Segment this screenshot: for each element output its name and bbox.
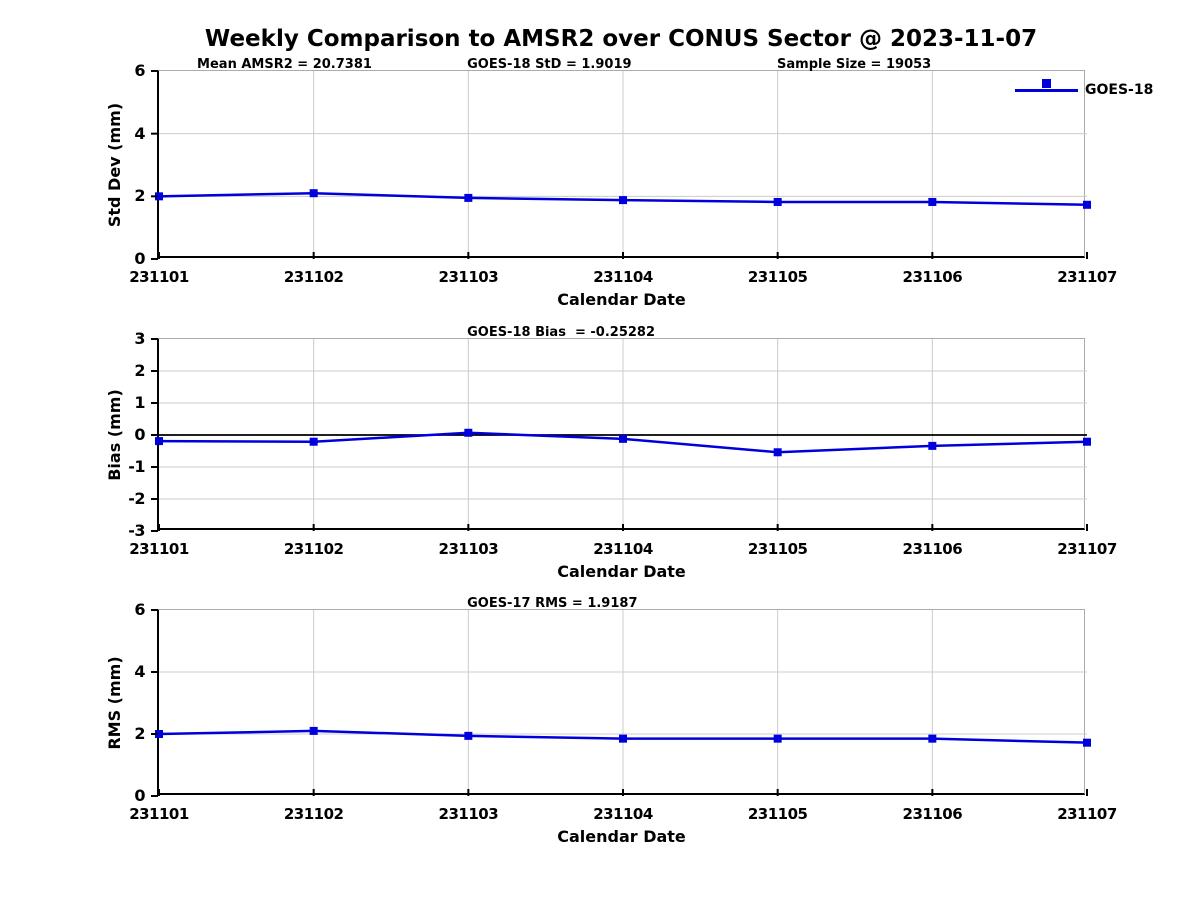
data-point-marker (1083, 437, 1091, 446)
stat-annotation: GOES-18 Bias = -0.25282 (467, 325, 656, 340)
data-point-marker (155, 437, 163, 446)
x-tick-label: 231102 (283, 268, 344, 286)
y-tick-label: 0 (134, 786, 145, 805)
data-point-marker (773, 197, 782, 206)
data-point-marker (928, 197, 937, 206)
y-tick-label: 2 (134, 361, 145, 380)
data-point-marker (464, 193, 473, 202)
x-tick-label: 231104 (593, 805, 653, 823)
data-point-marker (1083, 738, 1091, 747)
legend-line-sample (1015, 89, 1078, 92)
x-tick-label: 231103 (438, 540, 499, 558)
chart-title: Weekly Comparison to AMSR2 over CONUS Se… (204, 26, 1038, 52)
x-tick-label: 231105 (747, 805, 808, 823)
data-point-marker (309, 437, 318, 446)
x-axis-label: Calendar Date (557, 827, 686, 846)
x-tick-label: 231103 (438, 268, 499, 286)
stat-annotation: GOES-17 RMS = 1.9187 (467, 596, 638, 611)
y-axis-label: RMS (mm) (105, 656, 124, 750)
rms-plot-canvas (151, 609, 1091, 797)
panel-std-dev: Std Dev (mm) Calendar Date 0 2 4 6 231101 231… (105, 57, 1117, 309)
x-tick-label: 231104 (593, 268, 653, 286)
x-tick-label: 231101 (129, 268, 189, 286)
stat-annotation: Sample Size = 19053 (777, 57, 932, 72)
panel-rms: RMS (mm) Calendar Date 0 2 4 6 231101 231102 2… (105, 596, 1117, 846)
y-tick-label: 0 (134, 249, 145, 268)
y-tick-label: 6 (134, 61, 145, 80)
y-tick-label: 6 (134, 600, 145, 619)
x-tick-label: 231107 (1057, 540, 1117, 558)
panel-bias: Bias (mm) Calendar Date -3 -2 -1 0 1 2 3 231101… (105, 325, 1117, 581)
x-tick-label: 231106 (902, 540, 963, 558)
stat-annotation: GOES-18 StD = 1.9019 (467, 57, 632, 72)
x-tick-label: 231101 (129, 540, 189, 558)
legend-label: GOES-18 (1085, 82, 1154, 98)
y-tick-label: -3 (128, 521, 145, 540)
x-tick-label: 231103 (438, 805, 499, 823)
x-tick-label: 231102 (283, 805, 344, 823)
x-tick-label: 231105 (747, 540, 808, 558)
x-tick-label: 231107 (1057, 268, 1117, 286)
x-tick-label: 231102 (283, 540, 344, 558)
bias-plot-canvas (151, 338, 1091, 532)
data-point-marker (155, 730, 163, 738)
y-tick-label: -1 (128, 457, 145, 476)
std-dev-plot-canvas (151, 70, 1091, 260)
data-point-marker (773, 448, 782, 457)
y-tick-label: 0 (134, 425, 145, 444)
legend-square-marker-icon (1042, 79, 1051, 88)
x-axis-label: Calendar Date (557, 562, 686, 581)
y-tick-label: 2 (134, 724, 145, 743)
data-point-marker (309, 726, 318, 735)
data-point-marker (773, 734, 782, 743)
data-point-marker (619, 734, 627, 743)
data-point-marker (928, 441, 937, 450)
y-tick-label: -2 (128, 489, 145, 508)
y-axis-label: Std Dev (mm) (105, 102, 124, 228)
x-tick-label: 231106 (902, 805, 963, 823)
x-tick-label: 231105 (747, 268, 808, 286)
data-point-marker (309, 189, 318, 198)
x-tick-label: 231107 (1057, 805, 1117, 823)
x-tick-label: 231104 (593, 540, 653, 558)
x-tick-label: 231106 (902, 268, 963, 286)
data-point-marker (1083, 200, 1091, 209)
y-tick-label: 4 (134, 123, 145, 143)
x-tick-label: 231101 (129, 805, 189, 823)
data-point-marker (155, 192, 163, 201)
data-point-marker (619, 196, 627, 205)
y-tick-label: 3 (134, 329, 145, 348)
y-tick-label: 2 (134, 186, 145, 206)
y-tick-label: 4 (134, 662, 145, 681)
data-point-marker (928, 734, 937, 743)
data-point-marker (619, 434, 627, 443)
stat-annotation: Mean AMSR2 = 20.7381 (197, 57, 372, 72)
data-point-marker (464, 731, 473, 740)
y-tick-label: 1 (134, 393, 145, 412)
x-axis-label: Calendar Date (557, 290, 686, 309)
data-point-marker (464, 428, 473, 437)
